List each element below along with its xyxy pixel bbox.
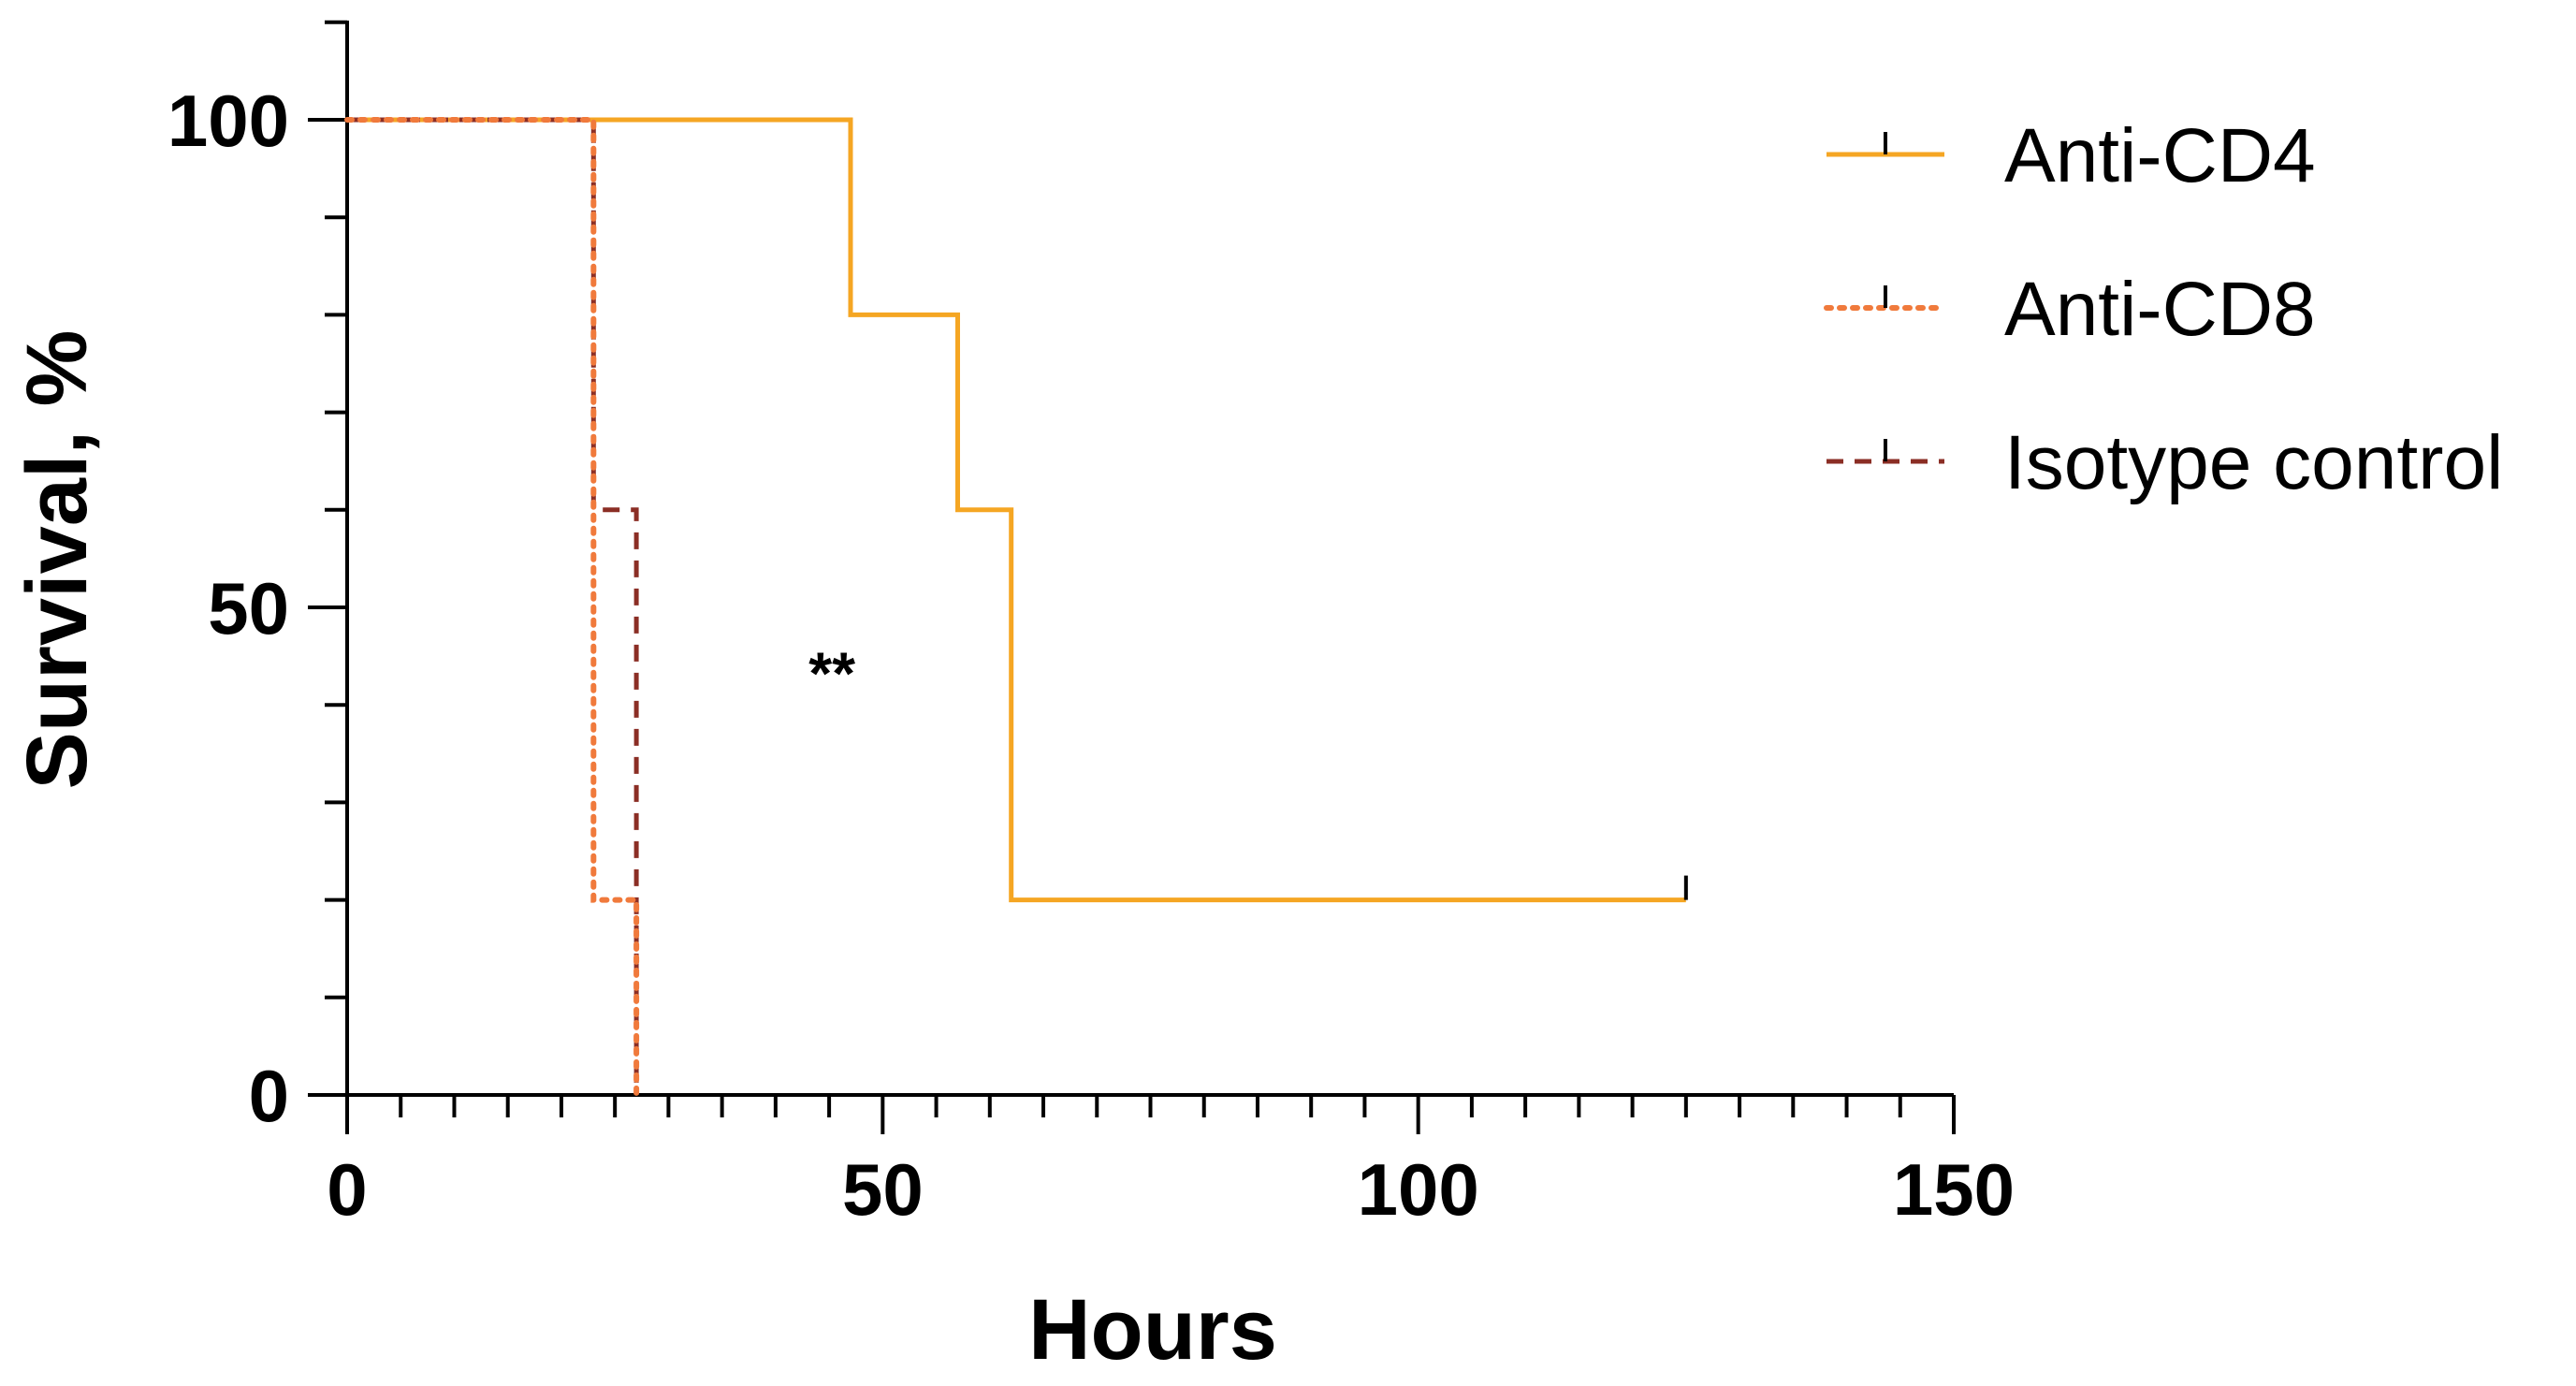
y-tick-label: 100 [167,80,289,162]
legend-item-anti-cd8: Anti-CD8 [1824,267,2316,352]
legend-item-isotype-control: Isotype control [1826,420,2503,505]
x-tick-label: 0 [327,1148,367,1231]
y-tick-label: 0 [249,1055,289,1137]
labels-layer: Hours Survival, % [9,330,1277,1378]
axes: 0 50 100 0 50 100 150 [167,20,2015,1231]
y-axis-title: Survival, % [9,330,105,790]
y-tick-label: 50 [208,567,289,649]
legend-label: Anti-CD8 [2004,267,2316,352]
x-tick-label: 150 [1893,1148,2015,1231]
legend-item-anti-cd4: Anti-CD4 [1826,113,2316,198]
legend-label: Anti-CD4 [2004,113,2316,198]
series-line-anti-cd8 [344,117,640,1098]
x-tick-label: 100 [1358,1148,1479,1231]
annotations: ** [808,640,855,708]
legend: Anti-CD4 Anti-CD8 Isotype control [1824,113,2503,505]
series-layer [344,117,1688,1098]
series-line-isotype-control [347,117,639,1095]
series-line-anti-cd4 [347,117,1686,903]
legend-label: Isotype control [2004,420,2503,505]
x-axis-title: Hours [1028,1282,1277,1378]
x-tick-label: 50 [842,1148,924,1231]
significance-annotation: ** [808,640,855,708]
